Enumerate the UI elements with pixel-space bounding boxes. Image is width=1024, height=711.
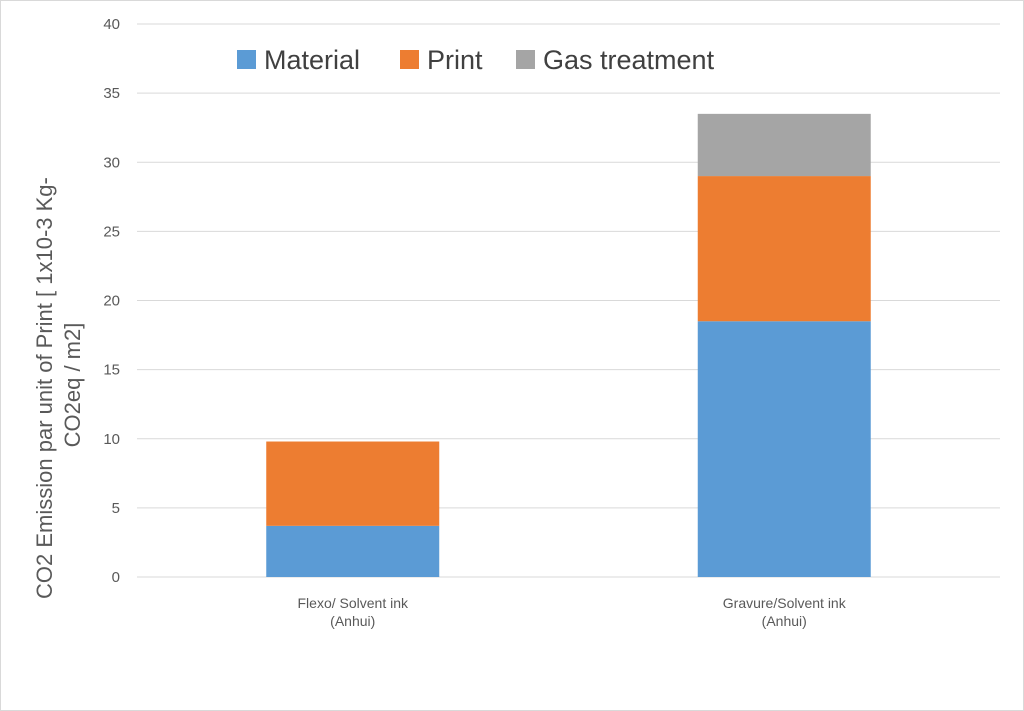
- bar-segment-print: [697, 176, 871, 322]
- y-tick-label: 0: [112, 569, 120, 586]
- y-tick-label: 40: [103, 16, 120, 33]
- bar-segment-print: [266, 441, 440, 526]
- y-tick-label: 30: [103, 154, 120, 171]
- legend-swatch: [516, 50, 535, 69]
- bar-segment-gas-treatment: [697, 113, 871, 177]
- y-axis-label-line-1: CO2 Emission par unit of Print [ 1x10-3 …: [32, 177, 57, 599]
- x-category-label: Flexo/ Solvent ink: [298, 595, 409, 611]
- legend: Material Print Gas treatment: [237, 45, 715, 75]
- x-category-label: (Anhui): [762, 613, 807, 629]
- legend-swatch: [237, 50, 256, 69]
- y-axis-label: CO2 Emission par unit of Print [ 1x10-3 …: [32, 171, 85, 599]
- x-category-label: (Anhui): [330, 613, 375, 629]
- legend-label: Print: [427, 45, 483, 75]
- bars: [266, 113, 871, 577]
- y-tick-label: 10: [103, 431, 120, 448]
- x-category-labels: Flexo/ Solvent ink (Anhui) Gravure/Solvent…: [298, 595, 847, 629]
- y-tick-label: 25: [103, 223, 120, 240]
- y-tick-labels: 0 5 10 15 20 25 30 35 40: [103, 16, 120, 586]
- legend-swatch: [400, 50, 419, 69]
- bar-segment-material: [697, 321, 871, 577]
- y-tick-label: 35: [103, 85, 120, 102]
- y-tick-label: 5: [112, 500, 120, 517]
- bar-segment-material: [266, 525, 440, 577]
- legend-label: Gas treatment: [543, 45, 715, 75]
- y-axis-label-line-2: CO2eq / m2]: [60, 323, 85, 448]
- y-tick-label: 15: [103, 362, 120, 379]
- y-tick-label: 20: [103, 293, 120, 310]
- legend-label: Material: [264, 45, 360, 75]
- x-category-label: Gravure/Solvent ink: [723, 595, 847, 611]
